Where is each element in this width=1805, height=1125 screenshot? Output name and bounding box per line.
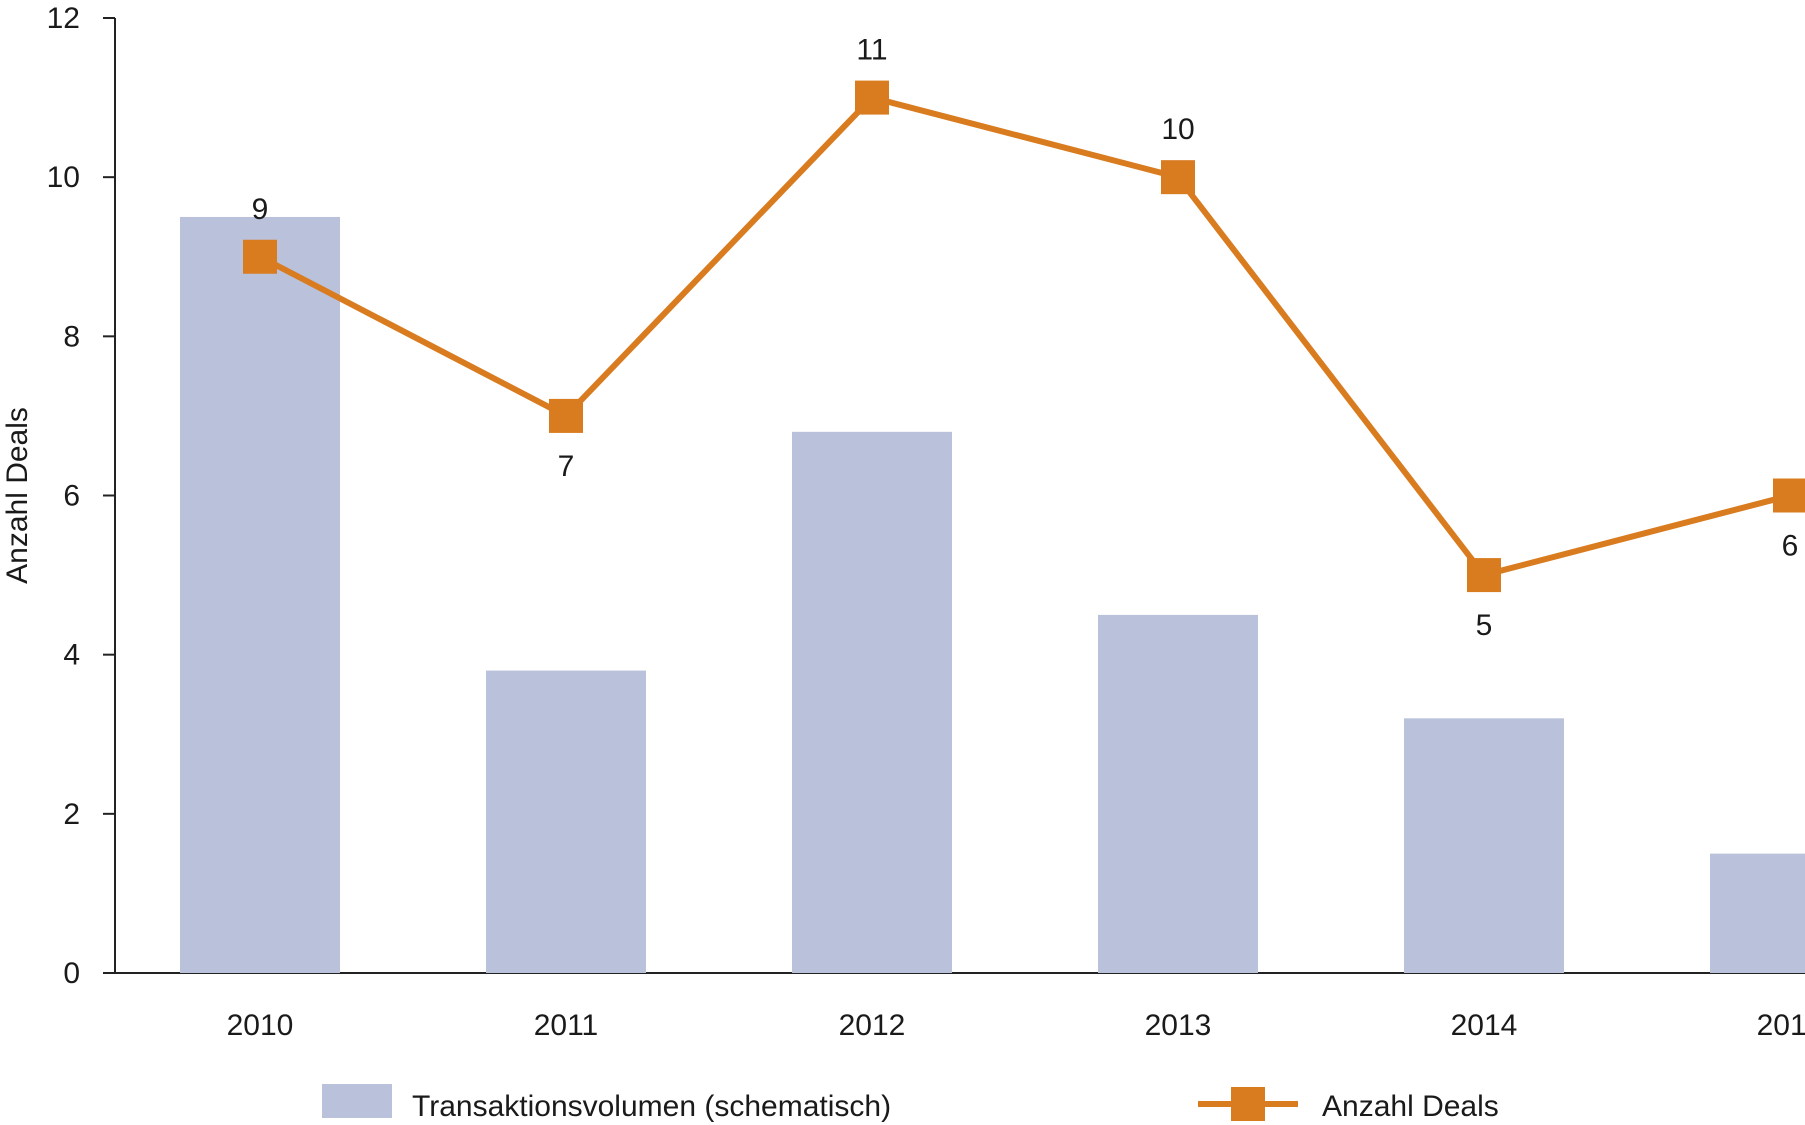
y-tick-label: 2 xyxy=(63,798,80,831)
x-ticks: 2010 2011 2012 2013 2014 2015 xyxy=(227,1009,1805,1042)
x-tick-label: 2012 xyxy=(839,1009,906,1042)
y-tick-label: 6 xyxy=(63,480,80,513)
legend-line-marker xyxy=(1231,1087,1265,1121)
x-tick-label: 2014 xyxy=(1451,1009,1518,1042)
deals-line xyxy=(258,94,1791,579)
line-series: 9 7 11 10 5 6 xyxy=(243,34,1805,642)
legend-bar-swatch xyxy=(322,1084,392,1118)
deals-marker-2013 xyxy=(1161,160,1195,195)
x-tick-label: 2010 xyxy=(227,1009,294,1042)
deals-marker-2015 xyxy=(1773,478,1805,513)
deals-marker-2011 xyxy=(549,398,583,433)
deals-label-2013: 10 xyxy=(1161,113,1194,146)
x-tick-label: 2013 xyxy=(1145,1009,1212,1042)
deals-label-2014: 5 xyxy=(1476,609,1493,642)
x-tick-label: 2015 xyxy=(1757,1009,1805,1042)
y-tick-label: 8 xyxy=(63,320,80,353)
y-axis: 0 2 4 6 8 10 12 xyxy=(47,2,116,990)
bar-2011 xyxy=(486,670,646,973)
y-tick-label: 4 xyxy=(63,639,80,672)
legend-line-label: Anzahl Deals xyxy=(1322,1090,1499,1123)
bar-2010 xyxy=(180,216,340,974)
deals-label-2012: 11 xyxy=(856,34,887,67)
deals-marker-2014 xyxy=(1467,558,1501,593)
bar-2012 xyxy=(792,431,952,973)
deals-label-2011: 7 xyxy=(558,450,575,483)
bars xyxy=(180,216,1805,974)
legend-bar-label: Transaktionsvolumen (schematisch) xyxy=(412,1090,891,1123)
y-tick-label: 0 xyxy=(63,957,80,990)
deals-label-2015: 6 xyxy=(1782,530,1799,563)
deals-marker-2012 xyxy=(855,80,889,115)
bar-2013 xyxy=(1098,614,1258,973)
y-axis-title: Anzahl Deals xyxy=(1,407,34,584)
y-ticks: 0 2 4 6 8 10 12 xyxy=(47,2,115,990)
bar-2015 xyxy=(1710,853,1805,973)
x-axis: 2010 2011 2012 2013 2014 2015 xyxy=(115,972,1805,1042)
y-tick-label: 12 xyxy=(47,2,80,35)
x-tick-label: 2011 xyxy=(534,1009,599,1042)
y-tick-label: 10 xyxy=(47,161,80,194)
deals-marker-2010 xyxy=(243,239,277,274)
deals-label-2010: 9 xyxy=(252,193,269,226)
legend: Transaktionsvolumen (schematisch) Anzahl… xyxy=(322,1084,1499,1123)
bar-2014 xyxy=(1404,718,1564,973)
